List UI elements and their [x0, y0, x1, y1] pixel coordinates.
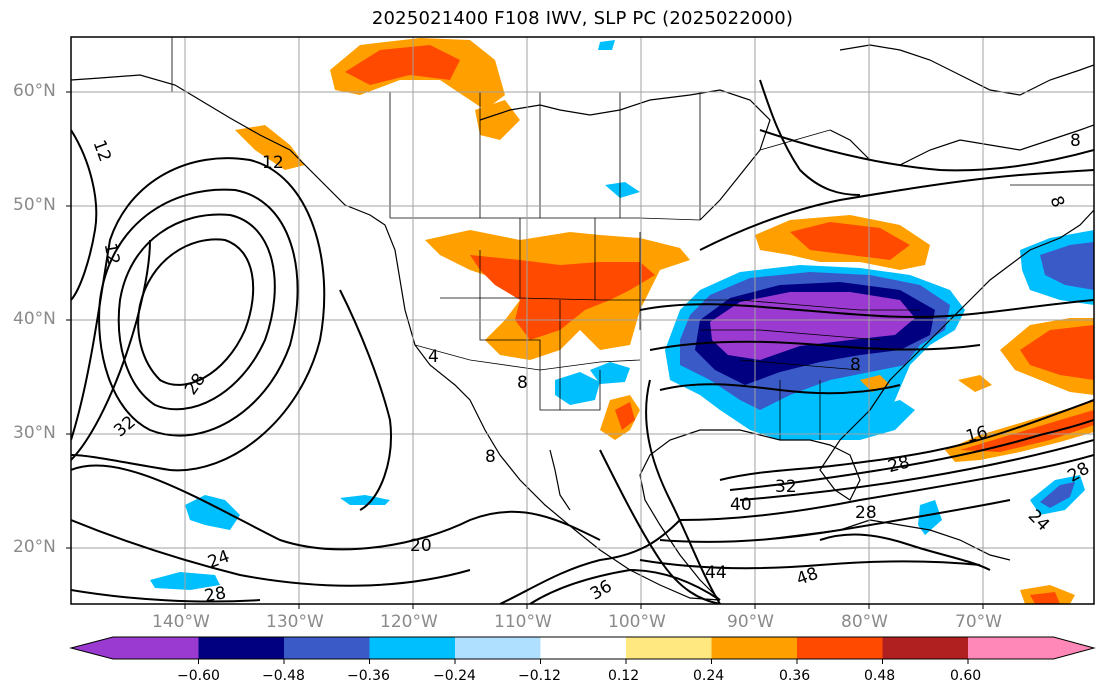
lon-label: 110°W [494, 612, 552, 632]
map-title: 2025021400 F108 IWV, SLP PC (2025022000) [371, 8, 794, 29]
contour-label: 32 [775, 477, 797, 497]
contour-label: 12 [262, 153, 284, 173]
contour-label: 4 [428, 347, 439, 367]
colorbar-tick-label: −0.24 [433, 668, 476, 684]
contour-label: 8 [485, 447, 496, 467]
contour-label: 8 [850, 355, 861, 375]
contour-label: 28 [203, 583, 228, 606]
lon-label: 80°W [841, 612, 888, 632]
colorbar [69, 636, 1096, 664]
grid-lines [71, 37, 1094, 604]
lon-label: 70°W [955, 612, 1002, 632]
axis-ticks [66, 91, 984, 609]
colorbar-tick-label: −0.48 [262, 668, 305, 684]
contour-label: 20 [410, 536, 432, 556]
colorbar-tick-label: −0.12 [518, 668, 561, 684]
lat-label: 30°N [13, 423, 56, 443]
colorbar-tick-label: 0.36 [779, 668, 811, 684]
colorbar-extend-low [71, 637, 113, 659]
contour-label: 8 [1070, 131, 1081, 151]
colorbar-tick-label: 0.24 [693, 668, 725, 684]
lat-label: 20°N [13, 537, 56, 557]
lon-label: 100°W [608, 612, 666, 632]
contour-label: 12 [100, 242, 123, 267]
colorbar-tick-label: 0.60 [950, 668, 982, 684]
lat-label: 60°N [13, 81, 56, 101]
contour-label: 40 [730, 495, 752, 515]
colorbar-extend-high [1053, 637, 1094, 659]
contour-label: 8 [517, 373, 528, 393]
colorbar-tick-label: −0.36 [347, 668, 390, 684]
lon-label: 120°W [380, 612, 438, 632]
colorbar-tick-label: 0.48 [864, 668, 896, 684]
lat-label: 50°N [13, 195, 56, 215]
lon-label: 90°W [727, 612, 774, 632]
contour-label: 44 [705, 563, 727, 583]
lat-label: 40°N [13, 309, 56, 329]
shaded-fields [150, 38, 1094, 604]
contour-label: 28 [855, 503, 877, 523]
slp-contours [71, 79, 1094, 604]
colorbar-tick-label: 0.12 [608, 668, 640, 684]
lon-label: 140°W [152, 612, 210, 632]
coastlines [71, 44, 1094, 601]
colorbar-tick-label: −0.60 [177, 668, 220, 684]
lon-label: 130°W [266, 612, 324, 632]
